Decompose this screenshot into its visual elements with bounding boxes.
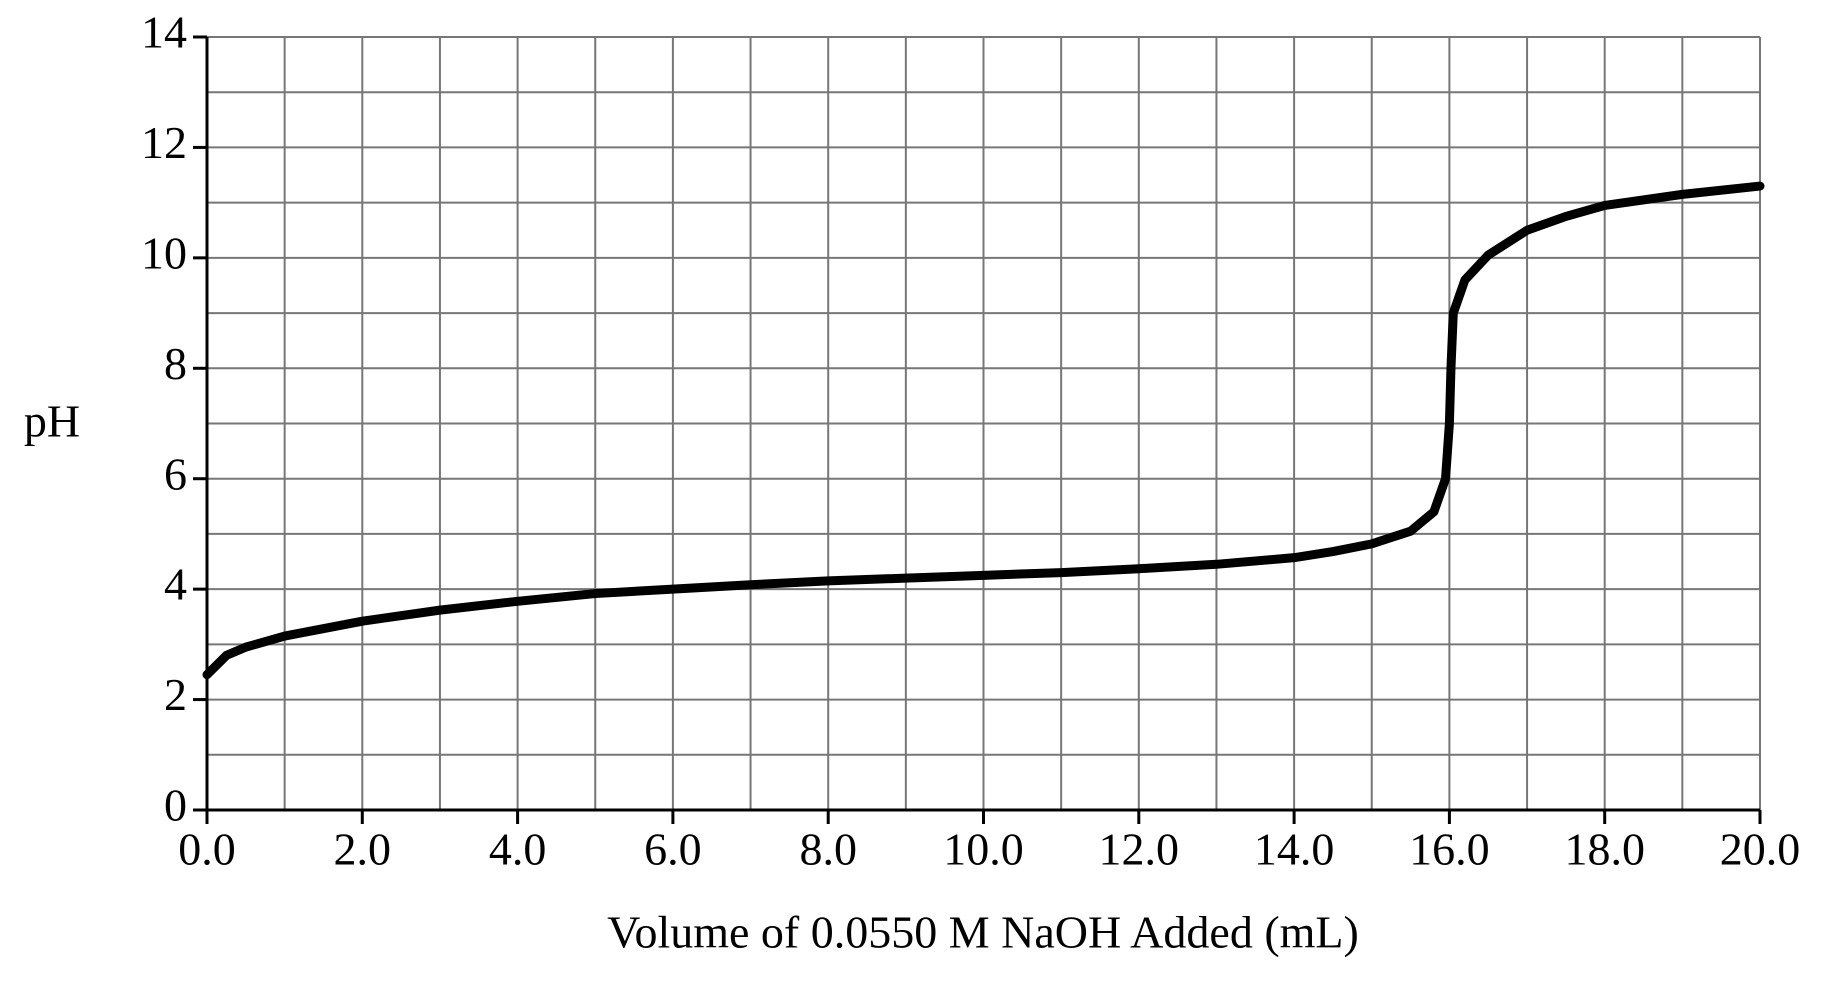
- y-tick-label: 4: [164, 559, 187, 610]
- y-tick-label: 8: [164, 338, 187, 389]
- x-tick-label: 4.0: [489, 824, 547, 875]
- x-tick-label: 14.0: [1254, 824, 1335, 875]
- x-tick-label: 6.0: [644, 824, 702, 875]
- y-tick-label: 0: [164, 780, 187, 831]
- y-tick-label: 6: [164, 448, 187, 499]
- x-tick-label: 20.0: [1720, 824, 1801, 875]
- x-tick-label: 2.0: [334, 824, 392, 875]
- x-tick-label: 12.0: [1099, 824, 1180, 875]
- x-tick-label: 10.0: [943, 824, 1024, 875]
- y-tick-label: 10: [141, 227, 187, 278]
- y-tick-label: 12: [141, 117, 187, 168]
- x-axis-label: Volume of 0.0550 M NaOH Added (mL): [607, 907, 1359, 958]
- y-tick-label: 14: [141, 7, 187, 58]
- x-tick-label: 0.0: [178, 824, 236, 875]
- line: [202, 181, 1765, 680]
- y-tick-label: 2: [164, 669, 187, 720]
- x-tick-label: 8.0: [799, 824, 857, 875]
- x-tick-label: 16.0: [1409, 824, 1490, 875]
- y-axis-label: pH: [24, 396, 80, 447]
- x-tick-label: 18.0: [1564, 824, 1645, 875]
